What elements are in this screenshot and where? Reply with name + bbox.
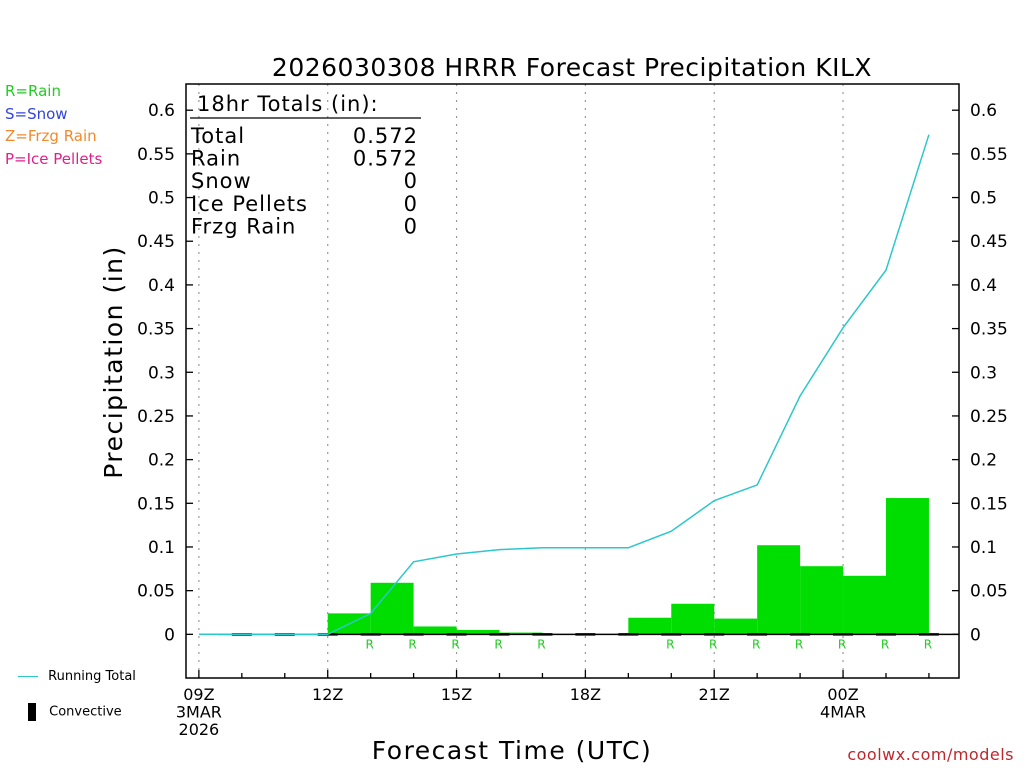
totals-header: 18hr Totals (in): <box>197 92 379 116</box>
totals-row-label: Ice Pellets <box>191 192 308 216</box>
bar-17 <box>499 632 543 635</box>
legend-snow: S=Snow <box>5 104 68 123</box>
x-axis-label: Forecast Time (UTC) <box>372 736 652 765</box>
y-tick-label-right: 0.45 <box>970 232 1008 252</box>
totals-row-value: 0.572 <box>353 147 418 171</box>
y-tick-label-left: 0.25 <box>137 407 175 427</box>
bar-24 <box>800 566 844 635</box>
totals-rows: Total 0.572 Rain 0.572 Snow 0 Ice Pellets 0 Frzg… <box>190 124 418 238</box>
bar-25 <box>843 575 886 635</box>
bar-14 <box>370 582 414 635</box>
y-axis-left: 0 0.05 0.1 0.15 0.2 0.25 0.3 0.35 0.4 0.45 0.5 0.55… <box>137 101 193 645</box>
ptype-label-14: R <box>408 637 416 651</box>
ptype-label-13: R <box>365 637 373 651</box>
x-tick-label-18Z-0: 18Z <box>570 685 601 704</box>
x-tick-label-21Z-0: 21Z <box>699 685 730 704</box>
x-tick-label-09Z-0: 09Z <box>183 685 214 704</box>
y-tick-label-left: 0.55 <box>137 145 175 165</box>
plot-frame <box>185 83 960 679</box>
running-total-legend: Running Total <box>18 669 136 684</box>
convective-swatch <box>28 703 36 721</box>
y-tick-label-left: 0.2 <box>148 451 175 471</box>
y-tick-label-left: 0.05 <box>137 582 175 602</box>
y-tick-label-right: 0.4 <box>970 276 997 296</box>
y-tick-label-left: 0.35 <box>137 320 175 340</box>
ptype-label-22: R <box>752 637 760 651</box>
x-tick-label-12Z-0: 12Z <box>312 685 343 704</box>
bar-22 <box>714 618 758 635</box>
y-tick-label-left: 0.1 <box>148 538 175 558</box>
totals-row-label: Frzg Rain <box>191 214 296 238</box>
bar-23 <box>757 545 801 635</box>
bar-21 <box>671 603 715 635</box>
y-tick-label-right: 0.35 <box>970 320 1008 340</box>
credit-link[interactable]: coolwx.com/models <box>847 745 1014 764</box>
ptype-label-16: R <box>494 637 502 651</box>
bar-15 <box>413 626 457 635</box>
totals-row-value: 0 <box>404 169 418 193</box>
grid-lines <box>198 84 844 678</box>
legend-rain: R=Rain <box>5 82 61 100</box>
ptype-label-21: R <box>709 637 717 651</box>
totals-row-value: 0.572 <box>353 124 418 148</box>
ptype-label-24: R <box>838 637 846 651</box>
y-tick-label-right: 0.3 <box>970 363 997 383</box>
y-tick-label-left: 0.4 <box>148 276 175 296</box>
bar-series <box>327 498 929 635</box>
y-tick-label-right: 0.55 <box>970 145 1008 165</box>
y-axis-right: 0 0.05 0.1 0.15 0.2 0.25 0.3 0.35 0.4 0.45 0.5 0.55… <box>952 101 1008 645</box>
running-total-line <box>198 134 930 636</box>
y-tick-label-right: 0.05 <box>970 582 1008 602</box>
x-tick-label-09Z-1: 3MAR <box>176 703 222 722</box>
legend-ice-pellets: P=Ice Pellets <box>5 149 103 168</box>
y-tick-label-right: 0 <box>970 625 981 645</box>
ptype-label-17: R <box>537 637 545 651</box>
x-tick-label-15Z-0: 15Z <box>441 685 472 704</box>
y-tick-label-left: 0 <box>164 625 175 645</box>
y-tick-label-right: 0.5 <box>970 189 997 209</box>
ptype-label-15: R <box>451 637 459 651</box>
bar-26 <box>885 498 929 635</box>
x-tick-label-09Z-2: 2026 <box>179 720 220 739</box>
y-tick-label-right: 0.15 <box>970 494 1008 514</box>
totals-row-value: 0 <box>404 214 418 238</box>
totals-row-value: 0 <box>404 192 418 216</box>
ptype-label-23: R <box>795 637 803 651</box>
y-tick-label-left: 0.5 <box>148 189 175 209</box>
y-tick-label-left: 0.45 <box>137 232 175 252</box>
running-total-swatch <box>18 676 38 677</box>
ptype-label-20: R <box>666 637 674 651</box>
y-tick-label-right: 0.6 <box>970 101 997 121</box>
y-tick-label-left: 0.3 <box>148 363 175 383</box>
y-tick-label-left: 0.15 <box>137 494 175 514</box>
bar-20 <box>628 617 672 635</box>
chart-title: 2026030308 HRRR Forecast Precipitation K… <box>272 53 872 82</box>
totals-row-label: Total <box>190 124 245 148</box>
ptype-label-26: R <box>924 637 932 651</box>
totals-box: 18hr Totals (in): Total 0.572 Rain 0.572 Sno… <box>190 92 421 238</box>
bar-16 <box>456 629 500 635</box>
y-tick-label-right: 0.2 <box>970 451 997 471</box>
x-tick-label-00Z-1: 4MAR <box>820 703 866 722</box>
y-axis-label: Precipitation (in) <box>99 245 128 479</box>
legend-frzg-rain: Z=Frzg Rain <box>5 127 97 145</box>
running-total-legend-label: Running Total <box>48 669 136 684</box>
convective-legend-label: Convective <box>49 704 122 720</box>
ptype-label-25: R <box>881 637 889 651</box>
y-tick-label-right: 0.25 <box>970 407 1008 427</box>
convective-legend: Convective <box>18 703 122 721</box>
precip-type-legend: R=Rain S=Snow Z=Frzg Rain P=Ice Pellets <box>5 80 102 170</box>
totals-row-label: Snow <box>191 169 252 193</box>
y-tick-label-left: 0.6 <box>148 101 175 121</box>
totals-row-label: Rain <box>191 147 241 171</box>
x-tick-label-00Z-0: 00Z <box>827 685 858 704</box>
y-tick-label-right: 0.1 <box>970 538 997 558</box>
